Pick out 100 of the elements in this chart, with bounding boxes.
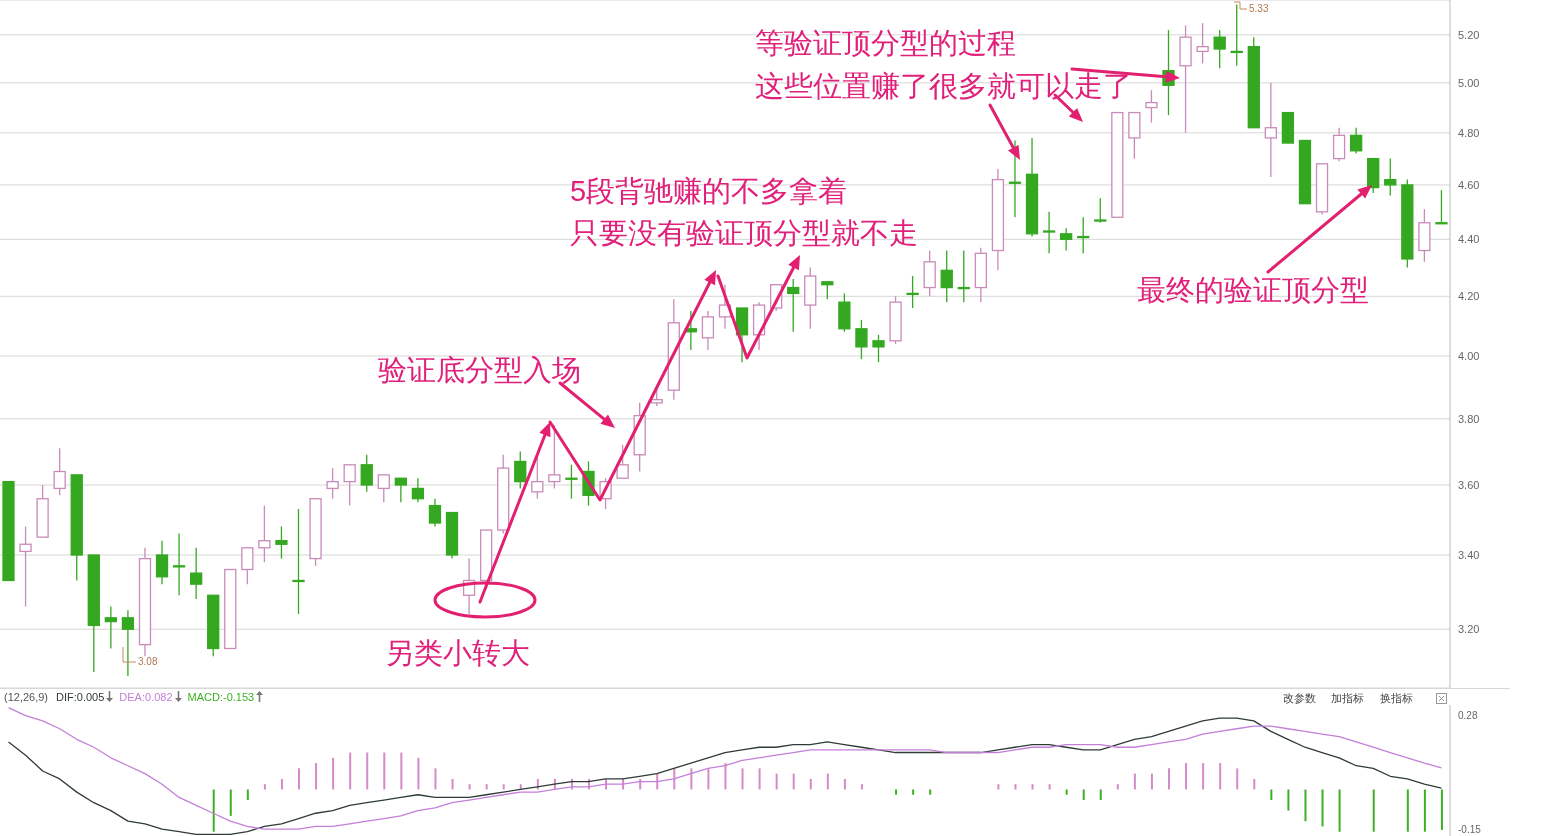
candlestick: [872, 334, 885, 363]
bar: [1219, 763, 1222, 790]
annotation: 3.08: [138, 656, 158, 667]
bar: [298, 768, 300, 790]
annotation: 5.33: [1249, 3, 1269, 14]
candlestick: [360, 454, 373, 493]
bar: [1168, 768, 1170, 790]
y-tick-label: 3.20: [1458, 623, 1480, 636]
y-tick-label: 3.40: [1458, 548, 1480, 561]
bar: [417, 757, 420, 790]
y-tick-label: 4.00: [1458, 349, 1480, 362]
candlestick: [104, 605, 117, 650]
bar: [1321, 789, 1324, 827]
text: MACD:-0.153: [187, 691, 255, 703]
candlestick: [155, 540, 169, 585]
bar: [912, 789, 915, 795]
annotation: 只要没有验证顶分型就不走: [570, 216, 918, 250]
bar: [212, 789, 215, 832]
legend-title: (12,26,9): [4, 691, 49, 703]
bar: [1202, 763, 1205, 790]
bar: [1287, 789, 1290, 811]
candlestick: [428, 498, 442, 528]
bar: [826, 773, 829, 790]
candlestick: [1213, 29, 1226, 69]
bar: [1440, 789, 1443, 830]
bar: [366, 752, 369, 790]
bar: [1253, 778, 1256, 790]
bar: [758, 768, 761, 790]
text: 改参数: [1283, 691, 1316, 706]
bar: [485, 784, 488, 790]
candlestick: [1145, 89, 1158, 124]
bar: [315, 763, 318, 790]
bar: [434, 768, 437, 790]
bar: [280, 778, 283, 790]
bar: [843, 778, 846, 790]
annotation: 最终的验证顶分型: [1137, 273, 1369, 307]
bar: [1065, 789, 1068, 795]
candlestick: [787, 278, 800, 333]
bar: [1116, 784, 1119, 790]
bar: [1236, 768, 1239, 790]
bar: [1304, 789, 1307, 822]
bar: [1048, 784, 1051, 790]
candlestick: [701, 310, 715, 351]
candlestick: [940, 249, 953, 303]
candlestick: [394, 477, 407, 503]
y-tick-label: -0.15: [1458, 823, 1482, 835]
bar: [792, 773, 795, 790]
text: 换指标: [1380, 691, 1413, 706]
candlestick: [411, 477, 425, 503]
bar: [1133, 773, 1136, 790]
candlestick: [275, 525, 288, 560]
text: DIF:0.005: [56, 691, 105, 703]
candlestick: [1060, 227, 1073, 252]
candlestick: [377, 474, 390, 503]
candlestick: [326, 467, 339, 500]
candlestick: [1042, 211, 1056, 254]
candlestick: [548, 424, 561, 490]
bar: [468, 784, 471, 790]
bar: [246, 789, 249, 801]
candlestick: [172, 532, 186, 596]
candlestick: [343, 464, 356, 507]
y-tick-label: 0.28: [1458, 710, 1478, 722]
y-tick-label: 3.80: [1458, 412, 1480, 425]
bar: [263, 784, 266, 790]
bar: [502, 784, 505, 790]
candlestick: [1435, 189, 1448, 225]
candlestick: [241, 547, 254, 585]
y-tick-label: 4.40: [1458, 233, 1480, 246]
candlestick: [514, 450, 527, 490]
annotation: 等验证顶分型的过程: [755, 26, 1016, 60]
candlestick: [906, 275, 919, 309]
bar: [724, 763, 727, 790]
candlestick: [1384, 157, 1397, 197]
candlestick: [53, 447, 66, 496]
bar: [1031, 784, 1034, 790]
candlestick: [121, 609, 135, 677]
bar: [383, 752, 386, 790]
candlestick: [1094, 197, 1107, 224]
bar: [1185, 763, 1188, 790]
candlestick: [1332, 127, 1346, 162]
y-tick-label: 4.80: [1458, 126, 1480, 139]
annotation: 5段背驰赚的不多拿着: [570, 174, 848, 208]
bar: [1406, 789, 1409, 832]
bar: [690, 768, 693, 790]
candlestick: [1264, 82, 1277, 178]
bar: [741, 768, 744, 790]
y-tick-label: 3.60: [1458, 478, 1480, 491]
candlestick: [190, 547, 203, 600]
annotation: 验证底分型入场: [378, 353, 581, 387]
bar: [229, 789, 232, 816]
bar: [349, 752, 352, 790]
bar: [997, 784, 1000, 790]
bar: [860, 784, 863, 790]
annotation: 另类小转大: [385, 636, 530, 670]
y-tick-label: 4.60: [1458, 178, 1480, 191]
bar: [775, 773, 778, 790]
annotation: 这些位置赚了很多就可以走了: [755, 69, 1132, 103]
y-tick-label: 5.00: [1458, 76, 1480, 89]
bar: [332, 757, 335, 790]
candlestick: [292, 508, 305, 615]
